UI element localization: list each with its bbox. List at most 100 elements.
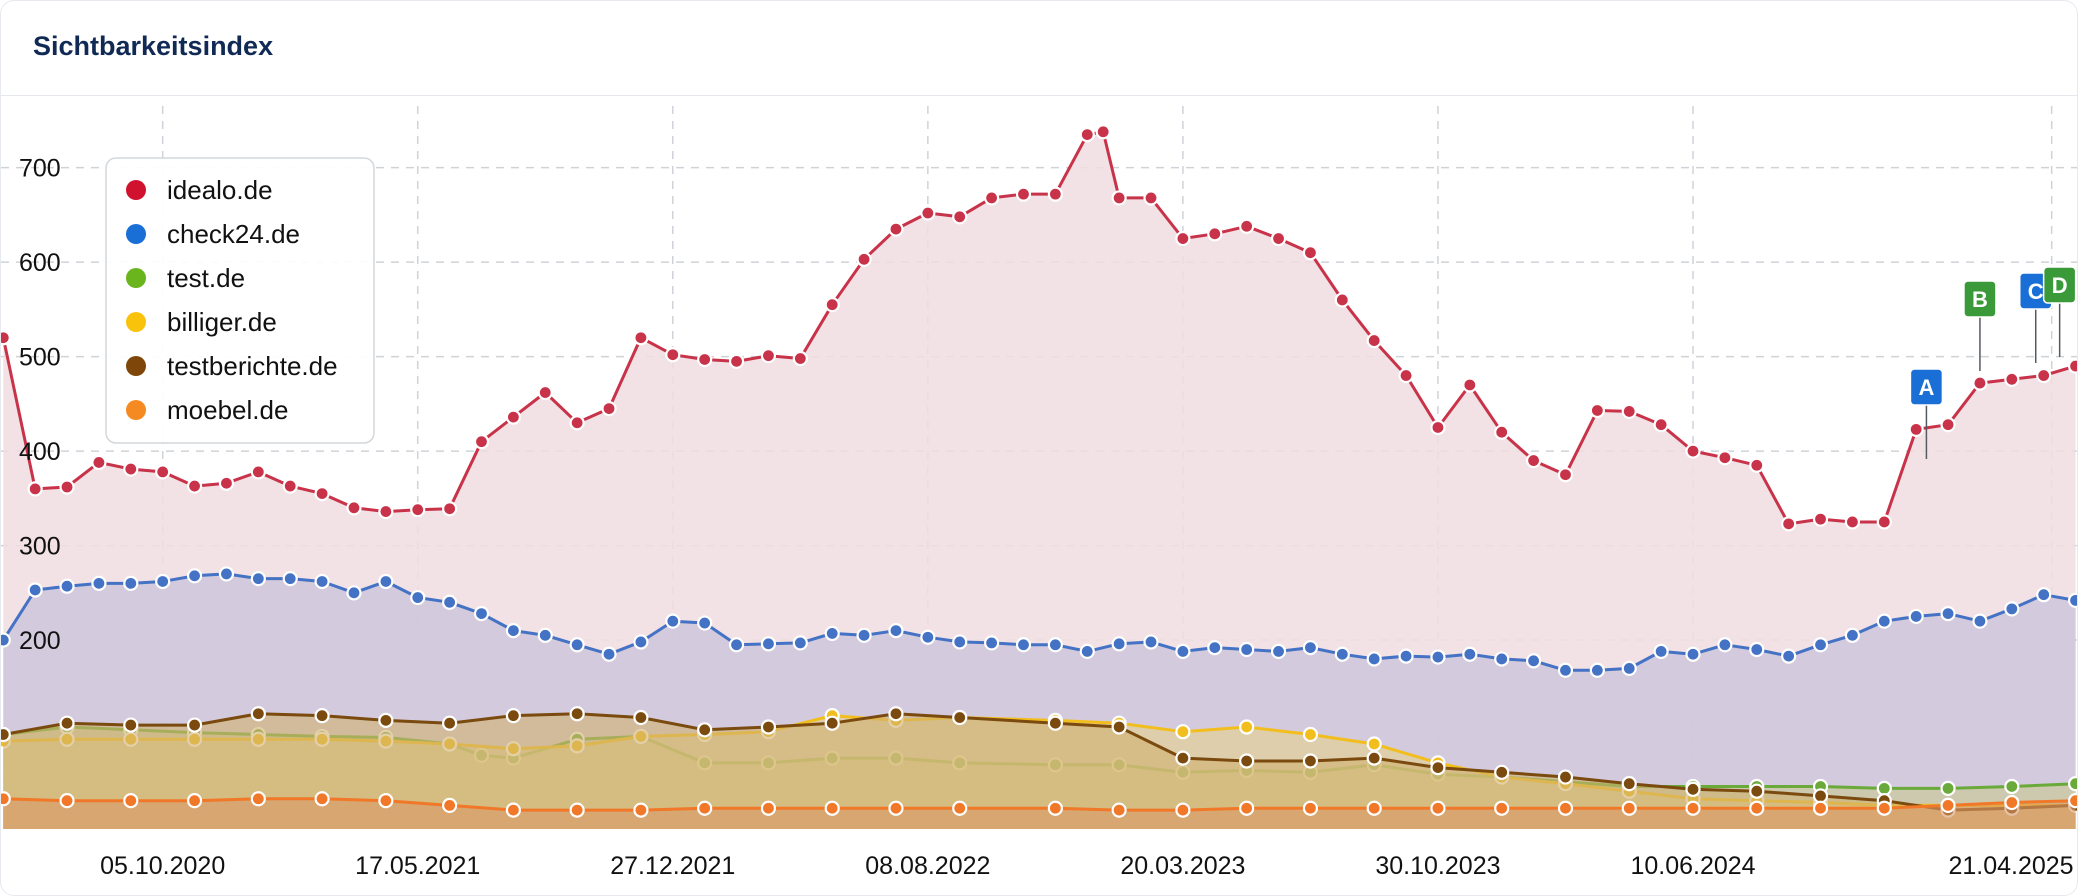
- data-point: [314, 708, 330, 724]
- data-point: [505, 708, 521, 724]
- data-point: [186, 478, 203, 494]
- legend-swatch: [126, 224, 146, 244]
- x-tick-label: 20.03.2023: [1120, 852, 1245, 880]
- data-point: [1717, 637, 1733, 653]
- legend-swatch: [126, 268, 146, 288]
- data-point: [2004, 371, 2020, 387]
- data-point: [314, 486, 330, 502]
- data-point: [1781, 648, 1797, 664]
- data-point: [1685, 800, 1701, 816]
- data-point: [633, 802, 649, 818]
- data-point: [1940, 797, 1956, 813]
- data-point: [728, 353, 745, 369]
- data-point: [1876, 780, 1892, 796]
- data-point: [91, 575, 107, 591]
- legend-item-label: testberichte.de: [167, 351, 338, 381]
- data-point: [569, 706, 585, 722]
- legend-swatch: [126, 356, 146, 376]
- data-point: [1366, 651, 1382, 667]
- data-point: [346, 500, 362, 516]
- data-point: [314, 573, 330, 590]
- data-point: [1717, 450, 1733, 466]
- data-point: [27, 582, 43, 598]
- data-point: [123, 793, 139, 809]
- data-point: [1175, 802, 1191, 818]
- data-point: [920, 629, 936, 645]
- data-point: [1270, 643, 1287, 659]
- data-point: [1111, 636, 1127, 652]
- legend-swatch: [126, 180, 146, 200]
- data-point: [1589, 662, 1605, 678]
- data-point: [1, 726, 11, 743]
- data-point: [1876, 514, 1892, 530]
- data-point: [59, 715, 75, 731]
- data-point: [792, 350, 808, 367]
- data-point: [1653, 417, 1669, 433]
- data-point: [1398, 367, 1414, 384]
- data-point: [186, 568, 203, 584]
- annotation-label: C: [2028, 279, 2044, 304]
- data-point: [1940, 605, 1956, 622]
- data-point: [824, 625, 840, 642]
- data-point: [697, 351, 713, 368]
- annotation-label: A: [1918, 375, 1934, 400]
- data-point: [1685, 443, 1701, 459]
- data-point: [2067, 592, 2077, 608]
- data-point: [378, 573, 394, 590]
- data-point: [856, 251, 872, 267]
- legend-item-label: moebel.de: [167, 395, 288, 425]
- data-point: [218, 475, 235, 491]
- legend-swatch: [126, 312, 146, 332]
- x-tick-label: 05.10.2020: [100, 852, 225, 880]
- data-point: [410, 502, 426, 518]
- data-point: [1749, 641, 1765, 658]
- data-point: [1302, 245, 1319, 261]
- y-tick-label: 200: [19, 627, 61, 655]
- x-tick-label: 08.08.2022: [865, 852, 990, 880]
- data-point: [155, 464, 171, 480]
- data-point: [442, 715, 458, 731]
- data-point: [1844, 514, 1861, 530]
- data-point: [410, 589, 426, 606]
- data-point: [2004, 778, 2020, 795]
- data-point: [1239, 218, 1255, 234]
- data-point: [888, 800, 904, 816]
- data-point: [250, 706, 266, 722]
- data-point: [155, 573, 171, 590]
- data-point: [1812, 788, 1829, 804]
- data-point: [1589, 402, 1605, 419]
- data-point: [1111, 190, 1127, 206]
- data-point: [1685, 646, 1701, 662]
- annotation-marker-d: D: [2042, 266, 2077, 357]
- data-point: [1494, 764, 1510, 780]
- data-point: [1557, 467, 1574, 483]
- data-point: [984, 190, 1000, 206]
- data-point: [1079, 643, 1095, 659]
- data-point: [1557, 769, 1574, 785]
- data-point: [505, 409, 521, 425]
- data-point: [1, 632, 11, 648]
- annotation-flag: [1909, 368, 1944, 406]
- data-point: [569, 637, 585, 653]
- data-point: [1079, 127, 1095, 143]
- data-point: [1047, 715, 1063, 731]
- data-point: [123, 717, 139, 733]
- data-point: [378, 503, 394, 520]
- data-point: [1111, 802, 1127, 818]
- legend-item-label: billiger.de: [167, 307, 277, 337]
- legend-item-label: idealo.de: [167, 175, 273, 205]
- data-point: [1525, 653, 1542, 669]
- data-point: [1175, 750, 1191, 766]
- data-point: [1175, 724, 1191, 740]
- data-point: [1621, 660, 1637, 676]
- data-point: [1812, 637, 1829, 653]
- data-point: [218, 566, 235, 582]
- data-point: [1908, 421, 1924, 437]
- data-point: [1239, 641, 1255, 658]
- data-point: [282, 478, 298, 494]
- data-point: [59, 578, 75, 594]
- data-point: [888, 221, 904, 237]
- data-point: [2036, 587, 2052, 603]
- data-point: [697, 722, 713, 738]
